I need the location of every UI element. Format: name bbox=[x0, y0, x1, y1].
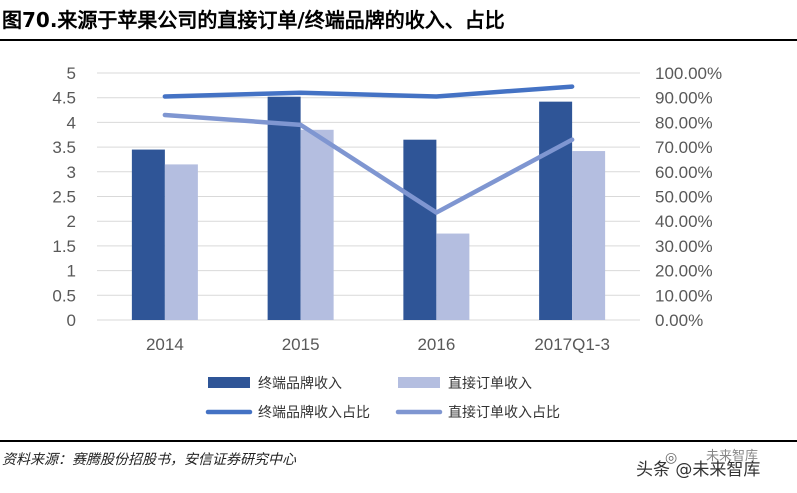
bar-direct-revenue bbox=[572, 151, 606, 320]
left-axis-tick-label: 4 bbox=[67, 113, 76, 132]
chart-title: 图70.来源于苹果公司的直接订单/终端品牌的收入、占比 bbox=[2, 8, 505, 32]
right-axis-tick-label: 20.00% bbox=[655, 262, 713, 281]
right-axis-tick-label: 40.00% bbox=[655, 212, 713, 231]
left-axis-tick-label: 4.5 bbox=[52, 89, 76, 108]
watermark-top-text: 未来智库 bbox=[706, 449, 759, 464]
line-brand-share bbox=[162, 84, 575, 99]
bar-direct-revenue bbox=[164, 164, 198, 320]
left-axis-tick-label: 0.5 bbox=[52, 286, 76, 305]
legend-label: 直接订单收入 bbox=[448, 375, 532, 392]
bar-brand-revenue bbox=[403, 139, 437, 320]
left-axis-tick-label: 3.5 bbox=[52, 138, 76, 157]
right-axis-tick-label: 100.00% bbox=[655, 64, 722, 83]
left-axis-tick-label: 3 bbox=[67, 163, 76, 182]
wechat-icon: ◎ bbox=[665, 450, 678, 466]
x-axis-tick-label: 2014 bbox=[146, 335, 184, 354]
right-axis-tick-label: 30.00% bbox=[655, 237, 713, 256]
left-axis-tick-label: 0 bbox=[67, 311, 76, 330]
watermark-text: 头条 @未来智库 bbox=[636, 460, 761, 480]
left-axis-tick-label: 2 bbox=[67, 212, 76, 231]
right-axis-tick-label: 0.00% bbox=[655, 311, 703, 330]
legend-swatch bbox=[208, 377, 250, 388]
left-axis-tick-label: 2.5 bbox=[52, 188, 76, 207]
x-axis-tick-label: 2016 bbox=[417, 335, 455, 354]
title-divider bbox=[0, 39, 797, 41]
combo-chart: 00.511.522.533.544.550.00%10.00%20.00%30… bbox=[52, 64, 722, 421]
left-axis-tick-label: 1 bbox=[67, 262, 76, 281]
right-axis-tick-label: 80.00% bbox=[655, 113, 713, 132]
bar-brand-revenue bbox=[131, 149, 165, 320]
footer-divider bbox=[0, 440, 797, 442]
bar-brand-revenue bbox=[539, 101, 573, 320]
legend-swatch bbox=[398, 377, 440, 388]
x-axis-tick-label: 2015 bbox=[282, 335, 320, 354]
legend-label: 终端品牌收入占比 bbox=[258, 404, 370, 421]
legend-label: 直接订单收入占比 bbox=[448, 404, 560, 421]
legend-label: 终端品牌收入 bbox=[258, 375, 342, 392]
left-axis-tick-label: 5 bbox=[67, 64, 76, 83]
right-axis-tick-label: 50.00% bbox=[655, 188, 713, 207]
x-axis-tick-label: 2017Q1-3 bbox=[534, 335, 610, 354]
bar-brand-revenue bbox=[267, 96, 301, 320]
bar-direct-revenue bbox=[300, 129, 334, 320]
right-axis-tick-label: 10.00% bbox=[655, 286, 713, 305]
left-axis-tick-label: 1.5 bbox=[52, 237, 76, 256]
line-direct-share bbox=[162, 112, 575, 215]
bar-direct-revenue bbox=[436, 233, 470, 320]
right-axis-tick-label: 90.00% bbox=[655, 89, 713, 108]
right-axis-tick-label: 60.00% bbox=[655, 163, 713, 182]
source-note: 资料来源：赛腾股份招股书，安信证券研究中心 bbox=[2, 452, 296, 468]
right-axis-tick-label: 70.00% bbox=[655, 138, 713, 157]
